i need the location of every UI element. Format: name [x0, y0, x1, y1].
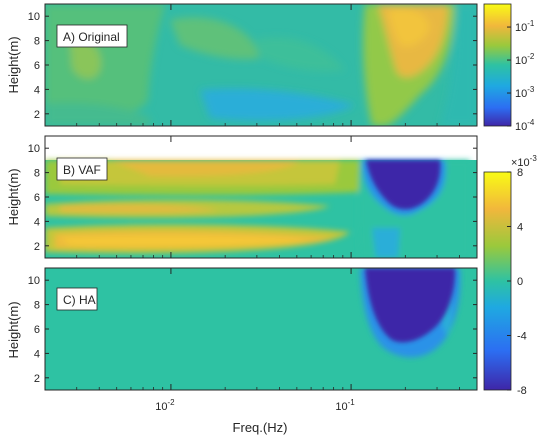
colorbar-log: 10-1 10-2 10-3 10-4 — [483, 3, 535, 133]
panel-c-y-tick-label: 10 — [28, 275, 40, 287]
panel-b-y-tick-label: 6 — [34, 192, 40, 204]
panel-a: 2 4 6 8 10 A) Original Height(m) — [6, 3, 478, 127]
panel-a-ylabel: Height(m) — [6, 36, 21, 93]
panel-c-y-tick-label: 4 — [34, 348, 40, 360]
panel-c-y-tick-label: 6 — [34, 324, 40, 336]
panel-a-y-tick-label: 2 — [34, 109, 40, 121]
panel-c-y-axis: 2 4 6 8 10 — [28, 275, 477, 385]
panel-b-y-axis: 2 4 6 8 10 — [28, 143, 477, 253]
panel-c-heatmap — [45, 268, 477, 390]
panel-a-y-tick-label: 4 — [34, 84, 40, 96]
panel-b: 2 4 6 8 10 B) VAF Height(m) — [6, 135, 478, 259]
panel-b-heatmap — [45, 136, 477, 258]
panel-c-ylabel: Height(m) — [6, 301, 21, 358]
panel-c: 2 4 6 8 10 C) HA Height(m) — [6, 267, 478, 391]
panel-b-ylabel: Height(m) — [6, 168, 21, 225]
panel-b-y-tick-label: 4 — [34, 216, 40, 228]
x-tick-label: 10-1 — [335, 398, 355, 413]
panel-a-label-box: A) Original — [56, 24, 128, 48]
panel-c-label: C) HA — [63, 293, 96, 307]
colorbar-log-ticks: 10-1 10-2 10-3 10-4 — [507, 19, 535, 133]
panel-a-y-tick-label: 6 — [34, 60, 40, 72]
colorbar-multiplier: ×10-3 — [511, 154, 537, 169]
x-tick-label: 10-2 — [155, 398, 175, 413]
x-axis: 10-2 10-1 — [44, 4, 478, 413]
panel-b-y-tick-label: 2 — [34, 241, 40, 253]
colorbar-linear: 8 4 0 -4 -8 ×10-3 — [483, 154, 537, 397]
panel-c-label-box: C) HA — [56, 287, 98, 311]
x-axis-label: Freq.(Hz) — [233, 420, 288, 435]
colorbar-linear-tick-label: -4 — [517, 331, 527, 343]
colorbar-multiplier-base: ×10 — [511, 157, 530, 169]
panel-a-y-tick-label: 10 — [28, 11, 40, 23]
panel-b-label-box: B) VAF — [56, 157, 108, 181]
colorbar-log-tick-label: 10-3 — [515, 85, 535, 100]
colorbar-log-tick-label: 10-1 — [515, 19, 535, 34]
panel-a-label: A) Original — [63, 30, 120, 44]
panel-a-y-axis: 2 4 6 8 10 — [28, 11, 477, 121]
panel-c-y-tick-label: 8 — [34, 300, 40, 312]
panel-b-y-tick-label: 10 — [28, 143, 40, 155]
panel-b-label: B) VAF — [63, 163, 101, 177]
colorbar-log-tick-label: 10-2 — [515, 52, 535, 67]
colorbar-linear-tick-label: 8 — [517, 167, 523, 179]
colorbar-linear-ticks: 8 4 0 -4 -8 — [507, 167, 527, 397]
panel-b-y-tick-label: 8 — [34, 168, 40, 180]
colorbar-linear-tick-label: 4 — [517, 222, 523, 234]
panel-a-heatmap — [45, 4, 477, 126]
panel-c-y-tick-label: 2 — [34, 373, 40, 385]
colorbar-multiplier-exp: -3 — [530, 154, 538, 163]
colorbar-linear-tick-label: 0 — [517, 276, 523, 288]
colorbar-log-tick-label: 10-4 — [515, 118, 535, 133]
panel-a-y-tick-label: 8 — [34, 36, 40, 48]
colorbar-linear-tick-label: -8 — [517, 385, 527, 397]
